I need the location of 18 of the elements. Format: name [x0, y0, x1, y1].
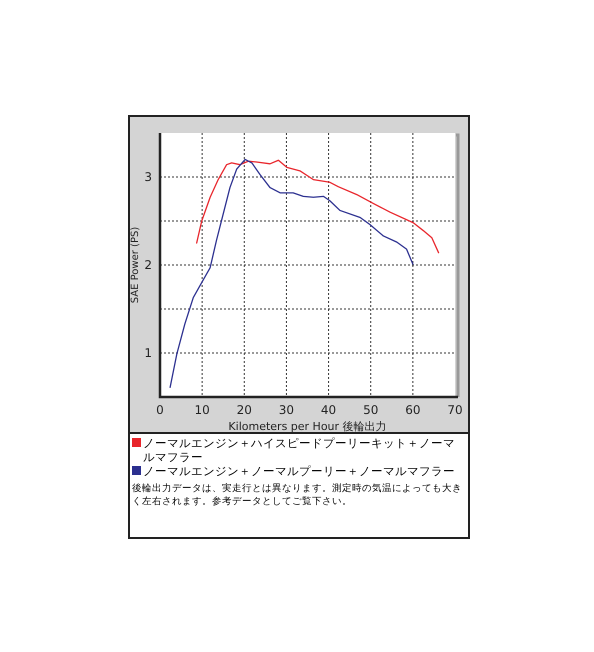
x-tick-label: 10	[194, 403, 210, 417]
x-axis-title: Kilometers per Hour 後輪出力	[228, 420, 387, 433]
x-tick-label: 70	[447, 403, 463, 417]
line-series	[196, 160, 440, 254]
x-tick-label: 0	[156, 403, 164, 417]
legend-label: ノーマルエンジン＋ハイスピードプーリーキット＋ノーマルマフラー	[143, 436, 456, 464]
y-tick-label: 1	[144, 346, 152, 360]
y-axis-title: SAE Power (PS)	[130, 226, 141, 304]
line-series	[169, 158, 414, 388]
x-tick-label: 30	[278, 403, 294, 417]
legend-label: ノーマルエンジン＋ノーマルプーリー＋ノーマルマフラー	[143, 464, 455, 478]
x-tick-label: 40	[320, 403, 336, 417]
y-tick-label: 3	[144, 170, 152, 184]
x-tick-label: 50	[363, 403, 378, 417]
y-tick-label: 2	[144, 258, 152, 272]
x-tick-label: 60	[405, 403, 420, 417]
x-tick-label: 20	[236, 403, 252, 417]
text: 後輪出力データは、実走行とは異なります。測定時の気温によっても大きく左右されます。参考データとしてご覧下さい。	[132, 482, 463, 508]
